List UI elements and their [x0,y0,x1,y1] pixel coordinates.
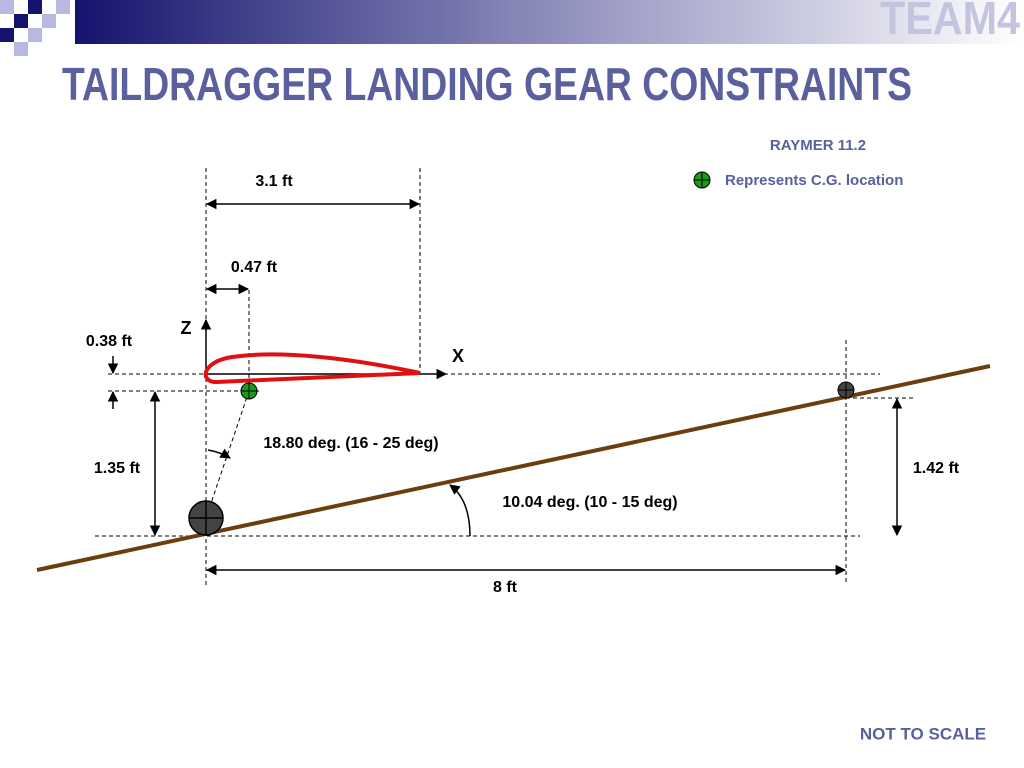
axes [200,318,448,380]
footer-note: NOT TO SCALE [860,724,986,743]
source: RAYMER 11.2 [770,137,866,154]
header-band [75,0,1024,44]
x-axis-label: X [452,346,464,366]
angle-label: 18.80 deg. (16 - 25 deg) [263,435,438,452]
ground-line [36,364,991,572]
dimension-label: 0.47 ft [231,259,278,276]
angle-label: 10.04 deg. (10 - 15 deg) [502,494,677,511]
dimension-label: 1.35 ft [94,460,141,477]
dimension-arrows [107,198,903,576]
tail-wheel [837,381,855,399]
cg-legend-label: Represents C.G. location [725,172,903,189]
logo-squares [0,0,70,56]
dimension-label: 0.38 ft [86,333,133,350]
main-gear [188,500,224,536]
title: TAILDRAGGER LANDING GEAR CONSTRAINTS [62,58,912,110]
cg-legend-icon [693,171,711,189]
cg-marker [240,382,258,400]
z-axis-label: Z [181,318,192,338]
guide-lines [95,168,915,585]
dimension-label: 3.1 ft [255,173,293,190]
dimension-label: 8 ft [493,579,518,596]
dimension-label: 1.42 ft [913,460,960,477]
airfoil [203,352,421,384]
logo: TEAM4 [880,0,1020,44]
